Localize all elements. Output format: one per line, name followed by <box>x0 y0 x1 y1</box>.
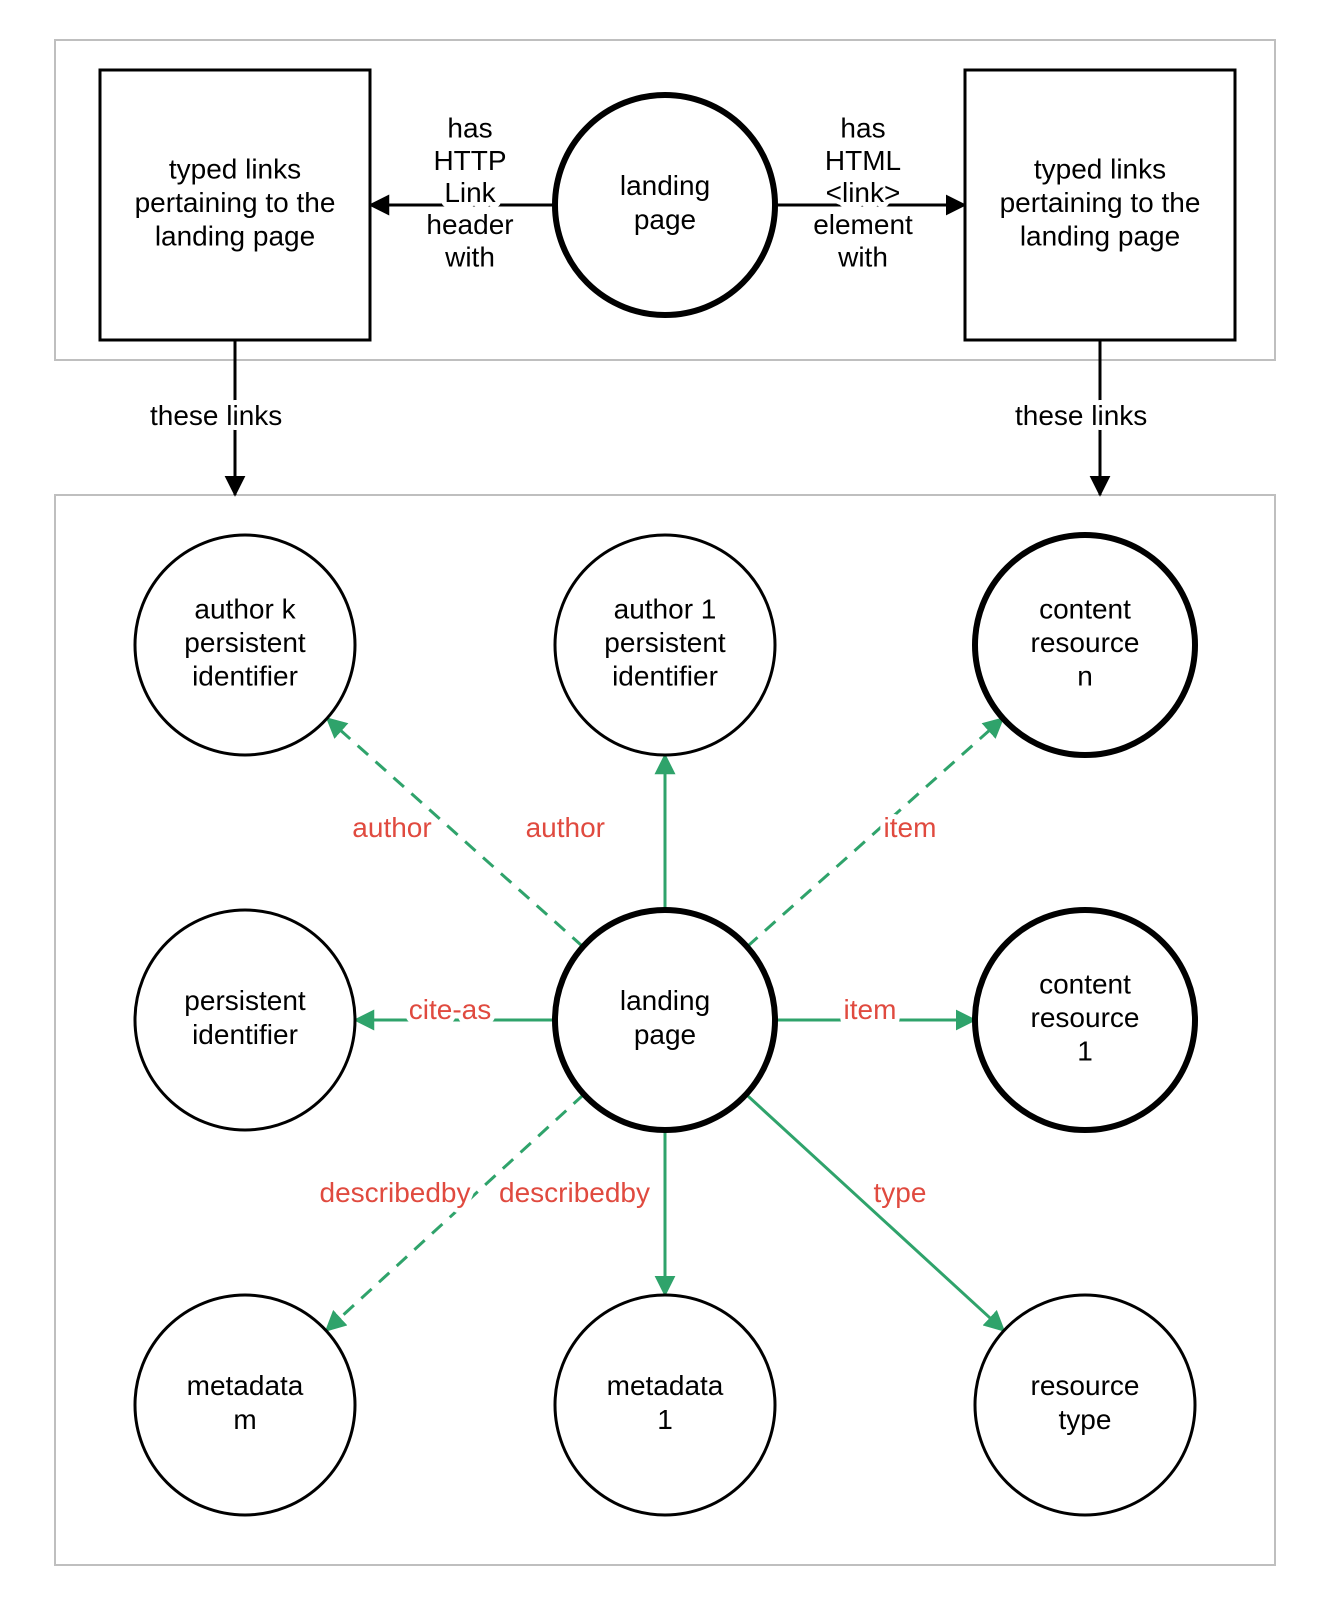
edge-label: these links <box>150 400 282 431</box>
node-res_type: resourcetype <box>975 1295 1195 1515</box>
node-content_1: contentresource1 <box>975 910 1195 1130</box>
node-content_n: contentresourcen <box>975 535 1195 755</box>
edge-label: these links <box>1015 400 1147 431</box>
diagram-svg: typed linkspertaining to thelanding page… <box>0 0 1333 1615</box>
node-box_right: typed linkspertaining to thelanding page <box>965 70 1235 340</box>
edge-label: author <box>352 812 431 843</box>
diagram-root: typed linkspertaining to thelanding page… <box>0 0 1333 1620</box>
edge-label: item <box>884 812 937 843</box>
node-metadata_m: metadatam <box>135 1295 355 1515</box>
edge-label: author <box>526 812 605 843</box>
node-label: author kpersistentidentifier <box>184 594 306 692</box>
node-metadata_1: metadata1 <box>555 1295 775 1515</box>
node-label: author 1persistentidentifier <box>604 594 726 692</box>
node-box_left: typed linkspertaining to thelanding page <box>100 70 370 340</box>
edge-label: describedby <box>320 1177 471 1208</box>
node-author_1: author 1persistentidentifier <box>555 535 775 755</box>
edge-label: cite-as <box>409 994 491 1025</box>
edge-label: describedby <box>499 1177 650 1208</box>
node-lp_top: landingpage <box>555 95 775 315</box>
edge-label: item <box>844 994 897 1025</box>
node-author_k: author kpersistentidentifier <box>135 535 355 755</box>
node-lp_center: landingpage <box>555 910 775 1130</box>
node-pid: persistentidentifier <box>135 910 355 1130</box>
edge-label: type <box>874 1177 927 1208</box>
